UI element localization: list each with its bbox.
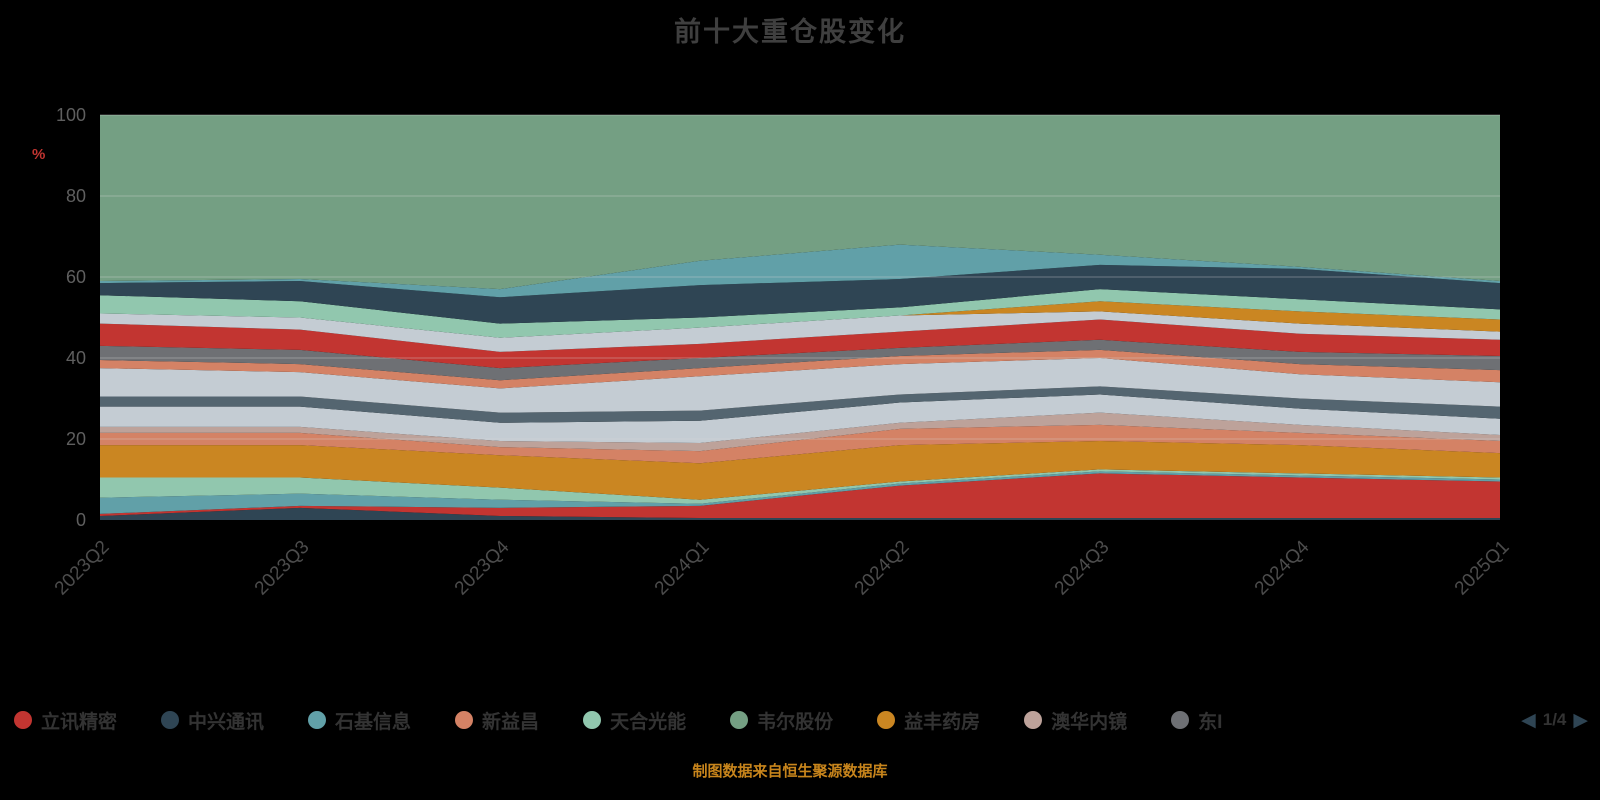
area-series-韦尔股份 — [100, 115, 1500, 290]
legend-dot-icon — [161, 711, 180, 729]
legend-dot-icon — [14, 711, 32, 729]
data-source-note: 制图数据来自恒生聚源数据库 — [692, 763, 888, 780]
legend-item-label: 新益昌 — [482, 711, 540, 733]
legend-dot-icon — [1171, 711, 1190, 729]
legend-item-0[interactable]: 立讯精密 — [14, 707, 117, 734]
area-series-s09 — [100, 386, 1500, 423]
area-series-s08 — [100, 394, 1500, 444]
legend-item-7[interactable]: 澳华内镜 — [1024, 707, 1127, 734]
legend-item-label: 立讯精密 — [41, 711, 118, 733]
area-series-澳华内镜 — [100, 412, 1500, 452]
area-series-天合光能 — [100, 469, 1500, 504]
legend-item-label: 天合光能 — [610, 711, 687, 733]
y-tick-label-20: 20 — [66, 429, 86, 449]
legend-page-indicator: 1/4 — [1542, 710, 1567, 729]
legend-next-icon[interactable]: ▶ — [1573, 709, 1588, 731]
x-tick-label-2023Q4: 2023Q4 — [451, 536, 514, 599]
area-series-石基信息 — [100, 471, 1500, 514]
x-tick-label-2024Q3: 2024Q3 — [1051, 537, 1114, 600]
legend-item-3[interactable]: 新益昌 — [455, 707, 539, 734]
legend: 立讯精密 中兴通讯 石基信息 新益昌 天合光能 韦尔股份 益丰药房 澳华内镜 东I — [14, 702, 1222, 738]
x-tick-label-2024Q4: 2024Q4 — [1251, 536, 1314, 599]
area-series-s16 — [100, 289, 1500, 338]
legend-dot-icon — [308, 711, 327, 729]
legend-item-label: 益丰药房 — [904, 711, 981, 733]
legend-item-6[interactable]: 益丰药房 — [877, 707, 980, 734]
page-title: 前十大重仓股变化 — [674, 17, 906, 47]
legend-item-label: 韦尔股份 — [757, 711, 834, 733]
legend-item-5[interactable]: 韦尔股份 — [730, 707, 833, 734]
legend-item-1[interactable]: 中兴通讯 — [161, 707, 264, 734]
legend-item-label: 中兴通讯 — [188, 711, 265, 733]
legend-dot-icon — [730, 711, 749, 729]
x-tick-label-2025Q1: 2025Q1 — [1451, 537, 1514, 600]
legend-item-2[interactable]: 石基信息 — [308, 707, 411, 734]
legend-item-label: 澳华内镜 — [1051, 711, 1128, 733]
area-series-新益昌 — [100, 424, 1500, 464]
legend-pager: ◀ 1/4 ▶ — [1521, 702, 1588, 738]
x-tick-label-2024Q1: 2024Q1 — [651, 537, 714, 600]
area-series-s18 — [100, 244, 1500, 298]
y-tick-label-0: 0 — [76, 510, 86, 530]
area-series-s11 — [100, 349, 1500, 389]
area-series-立讯精密 — [100, 473, 1500, 518]
legend-dot-icon — [1024, 711, 1043, 729]
x-tick-label-2024Q2: 2024Q2 — [851, 537, 914, 600]
legend-prev-icon[interactable]: ◀ — [1521, 709, 1536, 731]
y-tick-label-40: 40 — [66, 348, 86, 368]
legend-item-label: 石基信息 — [335, 711, 412, 733]
y-tick-label-100: 100 — [56, 105, 86, 125]
area-series-s14 — [100, 311, 1500, 352]
y-tick-label-80: 80 — [66, 186, 86, 206]
legend-item-4[interactable]: 天合光能 — [583, 707, 686, 734]
area-series-益丰药房 — [100, 441, 1500, 500]
x-tick-label-2023Q2: 2023Q2 — [51, 537, 114, 600]
area-series-s17 — [100, 264, 1500, 324]
legend-dot-icon — [583, 711, 602, 729]
x-tick-label-2023Q3: 2023Q3 — [251, 537, 314, 600]
y-axis-unit-label: % — [32, 146, 46, 163]
legend-item-8[interactable]: 东I — [1171, 707, 1222, 734]
legend-item-label: 东I — [1198, 711, 1223, 733]
area-series-s10 — [100, 358, 1500, 413]
area-series-s13 — [100, 319, 1500, 369]
area-series-中兴通讯 — [100, 507, 1500, 520]
area-series-s15 — [100, 301, 1500, 338]
area-series-东I — [100, 339, 1500, 381]
legend-dot-icon — [877, 711, 896, 729]
legend-dot-icon — [455, 711, 474, 729]
stacked-area-chart[interactable]: 0 20 40 60 80 100 2023Q2 2023Q3 2023Q4 2024Q1 2024… — [0, 0, 1600, 660]
y-tick-label-60: 60 — [66, 267, 86, 287]
